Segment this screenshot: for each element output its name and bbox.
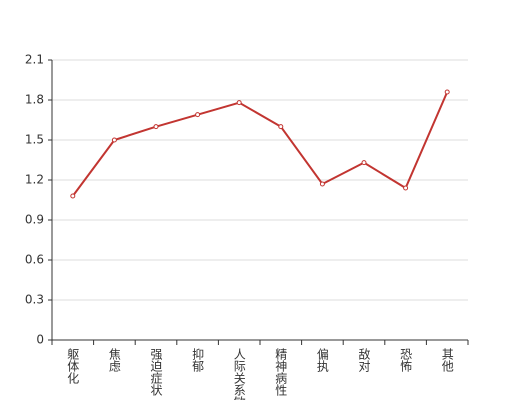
x-tick-label: 焦虑 [107,348,121,372]
y-tick-label: 0.3 [25,293,44,307]
y-tick-label: 1.2 [25,173,44,187]
x-tick-label: 其他 [440,348,454,372]
y-tick-label: 0.9 [25,213,44,227]
y-tick-label: 0.6 [25,253,44,267]
data-point [236,100,242,106]
x-tick-label: 敌对 [357,347,371,372]
data-point [444,89,450,95]
data-point [153,124,159,130]
data-point [319,181,325,187]
data-point [278,124,284,130]
x-tick-label: 强迫症状 [149,348,163,396]
x-tick-label: 精神病性 [274,348,288,397]
y-tick-label: 2.1 [25,53,44,67]
data-point [70,193,76,199]
data-point [403,185,409,191]
y-tick-label: 0 [36,333,44,347]
data-point [195,112,201,118]
y-tick-label: 1.5 [25,133,44,147]
data-line [71,91,449,197]
x-tick-label: 人际关系敏感 [232,348,246,400]
data-point [111,137,117,143]
y-tick-label: 1.8 [25,93,44,107]
data-point [361,160,367,166]
x-tick-label: 抑郁 [191,347,205,373]
x-tick-label: 躯体化 [66,347,80,385]
x-tick-label: 恐怖 [399,348,413,372]
x-tick-label: 偏执 [315,347,329,373]
